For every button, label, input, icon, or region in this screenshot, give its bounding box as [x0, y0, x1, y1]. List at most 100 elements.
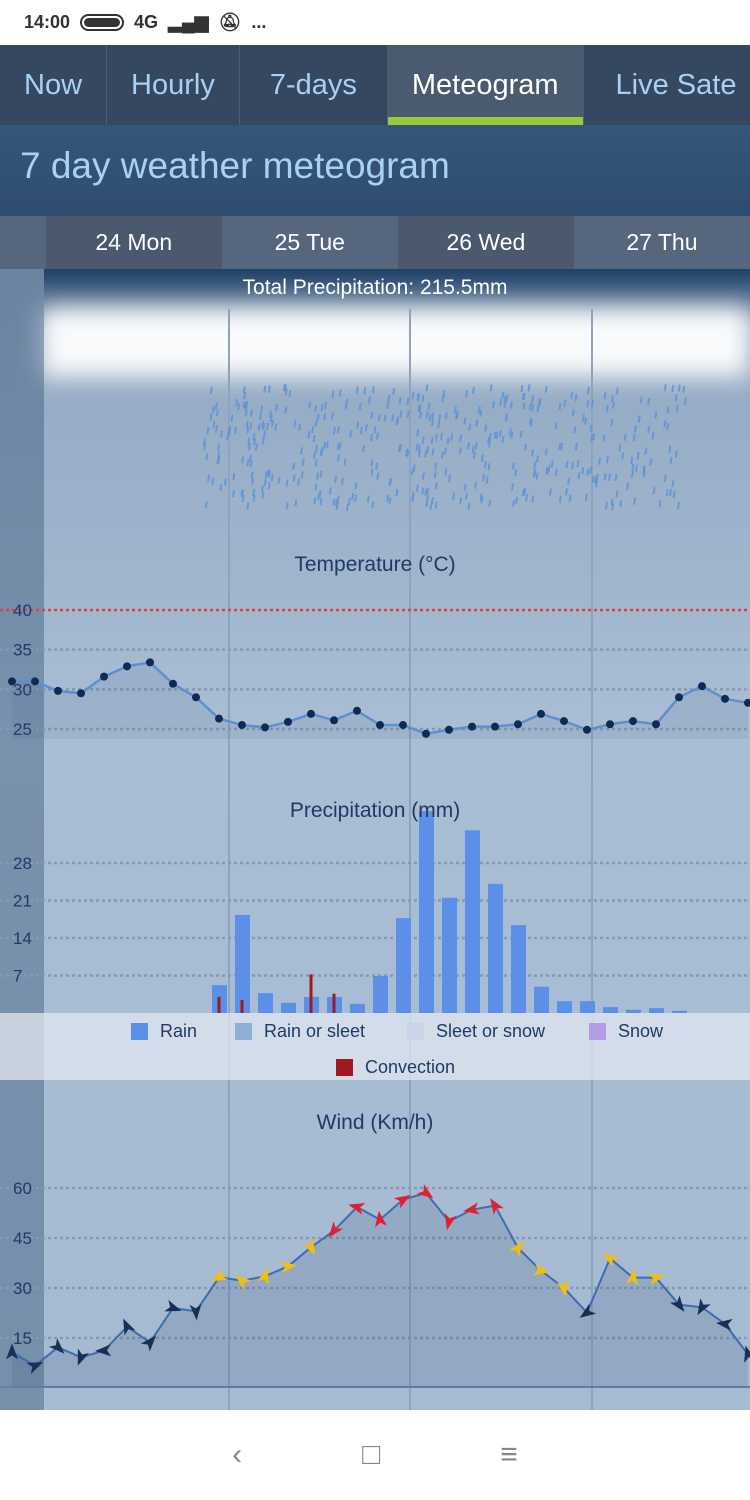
temperature-point	[606, 720, 614, 729]
rain-drop	[632, 433, 636, 442]
wind-arrow-icon	[393, 1195, 411, 1209]
wind-arrow-icon	[556, 1279, 569, 1297]
temperature-point	[491, 722, 499, 731]
rain-drop	[649, 458, 653, 466]
rain-bar	[603, 1007, 618, 1013]
temperature-point	[261, 723, 269, 732]
rain-bar	[465, 830, 480, 1013]
rain-drop	[523, 488, 527, 496]
rain-drop	[676, 501, 680, 510]
precipitation-title: Precipitation (mm)	[289, 799, 461, 822]
rain-drop	[426, 487, 430, 496]
rain-bar	[557, 1001, 572, 1013]
rain-drop	[642, 470, 646, 478]
wind-arrow-icon	[26, 1362, 44, 1374]
rain-drop	[560, 442, 564, 451]
rain-drop	[430, 436, 434, 445]
rain-drop	[434, 462, 438, 470]
rain-drop	[611, 401, 615, 409]
temperature-point	[169, 679, 177, 688]
rain-drop	[214, 402, 218, 410]
rain-drop	[336, 495, 340, 503]
tab-meteogram[interactable]: Meteogram	[387, 45, 584, 125]
day-27-thu[interactable]: 27 Thu	[626, 229, 698, 255]
rain-drop	[431, 418, 435, 427]
tab-hourly[interactable]: Hourly	[107, 45, 240, 125]
rain-drop	[301, 458, 305, 466]
rain-drop	[531, 395, 535, 403]
day-selector: 24 Mon 25 Tue 26 Wed 27 Thu	[0, 216, 750, 269]
day-26-wed[interactable]: 26 Wed	[397, 216, 574, 269]
legend-label: Convection	[365, 1057, 456, 1077]
rain-drop	[618, 444, 622, 452]
signal-icon: ▂▄▆	[168, 12, 209, 32]
menu-button[interactable]: ≡	[500, 1438, 518, 1471]
rain-drop	[666, 406, 670, 414]
day-25-tue[interactable]: 25 Tue	[274, 229, 345, 255]
tab-now[interactable]: Now	[0, 45, 108, 125]
rain-drop	[602, 434, 606, 442]
rain-drop	[525, 494, 529, 502]
rain-drop	[261, 437, 265, 445]
wind-arrow-icon	[95, 1344, 112, 1357]
wind-arrow-icon	[416, 1184, 434, 1199]
rain-drop	[416, 429, 420, 437]
rain-drop	[603, 392, 607, 400]
rain-drop	[315, 472, 319, 480]
rain-drop	[336, 426, 340, 434]
rain-drop	[405, 448, 409, 457]
convection-bar	[217, 996, 221, 1013]
rain-drop	[586, 386, 590, 395]
cloud-band	[40, 307, 750, 377]
mute-icon: 🔕︎	[218, 12, 242, 32]
rain-drop	[362, 445, 365, 453]
rain-drop	[498, 429, 502, 438]
wind-arrow-icon	[235, 1274, 252, 1290]
rain-drop	[204, 501, 208, 509]
back-button[interactable]: ‹	[232, 1438, 243, 1471]
wind-arrow-icon	[77, 1348, 90, 1366]
rain-drop	[209, 386, 213, 394]
rain-drop	[344, 402, 348, 410]
tab-7-days[interactable]: 7-days	[240, 45, 388, 125]
wind-arrow-icon	[444, 1213, 457, 1231]
rain-drop	[663, 384, 667, 392]
rain-drop	[636, 452, 640, 460]
rain-drop	[375, 462, 379, 471]
rain-drop	[577, 472, 581, 480]
rain-drop	[651, 432, 655, 440]
day-24-mon[interactable]: 24 Mon	[45, 216, 222, 269]
rain-drop	[246, 459, 250, 467]
rain-drop	[672, 491, 676, 499]
rain-drop	[652, 487, 656, 495]
temperature-point	[330, 716, 338, 725]
wind-arrow-icon	[328, 1221, 344, 1238]
rain-drop	[567, 477, 571, 486]
y-tick-label: 30	[13, 1279, 32, 1298]
tab-live-satellite[interactable]: Live Sate	[584, 45, 750, 125]
rain-drop	[532, 470, 536, 478]
rain-drop	[668, 445, 672, 453]
rain-drop	[338, 442, 342, 450]
rain-drop	[266, 468, 270, 477]
rain-drop	[639, 396, 643, 404]
rain-bar	[649, 1008, 664, 1013]
rain-drop	[537, 397, 541, 406]
rain-drop	[495, 432, 499, 440]
rain-drop	[576, 460, 580, 468]
rain-drop	[418, 404, 422, 412]
rain-drop	[347, 497, 351, 506]
rain-drop	[267, 385, 271, 393]
rain-drop	[605, 405, 609, 413]
temperature-point	[675, 693, 683, 702]
rain-drop	[284, 388, 288, 396]
rain-drop	[209, 413, 213, 421]
rain-drop	[211, 478, 215, 486]
rain-drop	[371, 501, 375, 509]
rain-drop	[484, 424, 488, 432]
rain-drop	[544, 448, 548, 456]
rain-drop	[311, 425, 315, 434]
rain-drop	[268, 470, 271, 479]
home-button[interactable]: □	[362, 1438, 381, 1471]
rain-drop	[475, 419, 479, 427]
